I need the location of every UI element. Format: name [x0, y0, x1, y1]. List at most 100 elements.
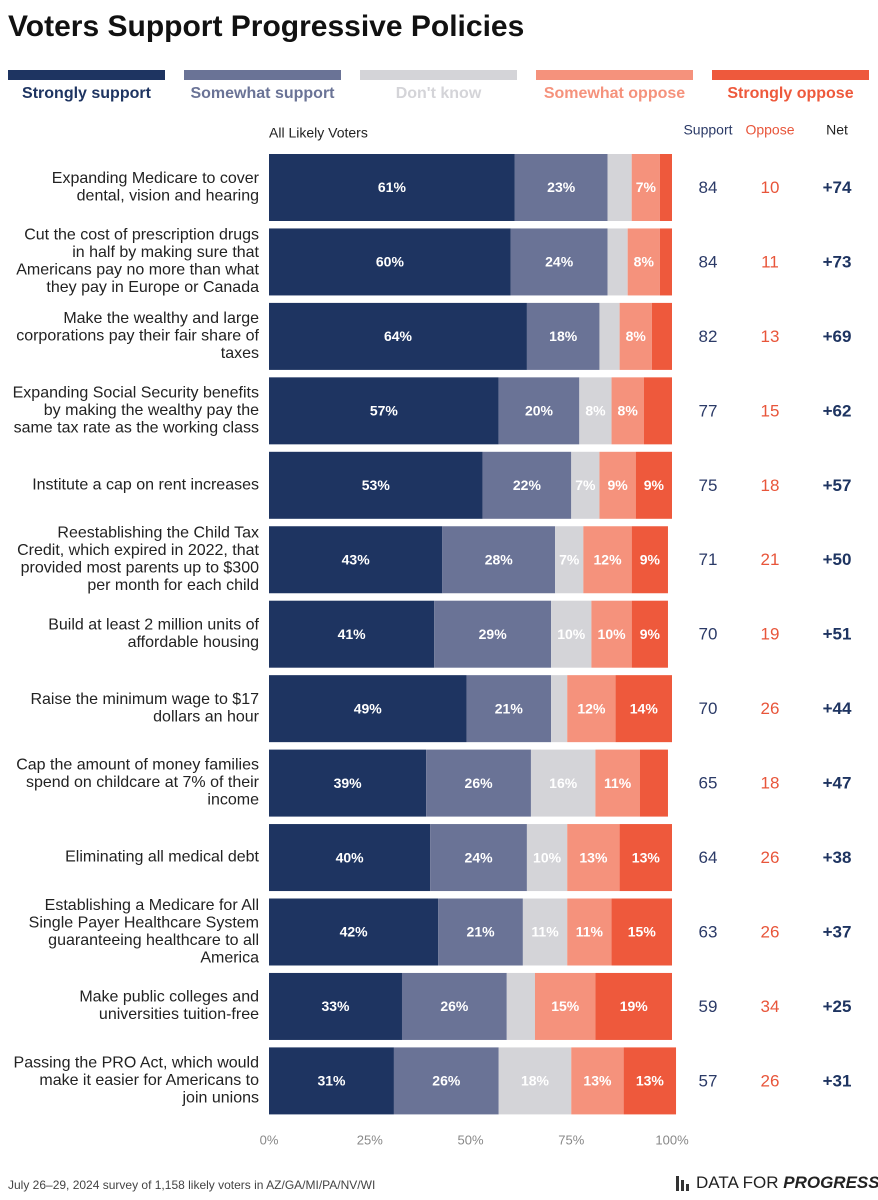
data-label: 21% — [467, 924, 496, 940]
data-label: 13% — [583, 1073, 612, 1089]
data-label: 8% — [585, 403, 606, 419]
legend-swatch — [536, 70, 693, 80]
data-label: 18% — [549, 328, 578, 344]
column-value: +74 — [823, 178, 852, 197]
bar-segment — [269, 154, 515, 221]
bar-segment — [530, 749, 596, 817]
data-label: 33% — [321, 998, 350, 1014]
column-value: +47 — [823, 774, 852, 793]
column-value: 65 — [699, 774, 718, 793]
column-value: 64 — [699, 848, 718, 867]
bar-segment — [551, 675, 568, 743]
data-label: 15% — [551, 998, 580, 1014]
column-value: 63 — [699, 922, 718, 941]
bar-segment — [619, 302, 652, 370]
logo-text: DATA FOR PROGRESS — [696, 1173, 878, 1192]
data-label: 9% — [640, 626, 661, 642]
bar-segment — [534, 972, 596, 1040]
data-label: 13% — [636, 1073, 665, 1089]
column-value: +73 — [823, 252, 852, 271]
bar-segment — [269, 1047, 394, 1115]
data-label: 10% — [598, 626, 627, 642]
bar-segment — [526, 302, 600, 370]
bar-segment — [269, 972, 402, 1040]
column-value: +57 — [823, 476, 852, 495]
column-value: 84 — [699, 178, 718, 197]
column-value: 59 — [699, 997, 718, 1016]
bar-segment — [651, 302, 672, 370]
category-label: Raise the minimum wage to $17 dollars an … — [30, 691, 259, 726]
legend-swatch — [184, 70, 341, 80]
column-value: +31 — [823, 1071, 852, 1090]
bar-segment — [498, 1047, 572, 1115]
legend-swatch — [360, 70, 517, 80]
bar-segment — [579, 377, 612, 445]
data-label: 8% — [626, 328, 647, 344]
bar-segment — [522, 898, 568, 966]
category-label: Make public colleges and universities tui… — [79, 989, 259, 1024]
data-label: 18% — [521, 1073, 550, 1089]
data-label: 12% — [577, 700, 606, 716]
data-label: 49% — [354, 700, 383, 716]
data-label: 60% — [376, 254, 405, 270]
bar-segment — [269, 451, 483, 519]
logo-icon — [681, 1180, 684, 1191]
bar-segment — [623, 1047, 677, 1115]
bar-segment — [635, 451, 672, 519]
column-value: 75 — [699, 476, 718, 495]
data-label: 9% — [607, 477, 628, 493]
column-value: +50 — [823, 550, 852, 569]
data-label: 19% — [620, 998, 649, 1014]
bar-segment — [269, 302, 527, 370]
bar-segment — [482, 451, 572, 519]
bar-segment — [466, 675, 552, 743]
bar-segment — [401, 972, 507, 1040]
column-value: +69 — [823, 327, 852, 346]
column-value: +51 — [823, 625, 852, 644]
bar-segment — [438, 898, 523, 966]
column-value: 84 — [699, 252, 718, 271]
logo-icon — [686, 1184, 689, 1191]
bar-segment — [567, 675, 616, 743]
category-label: Reestablishing the Child Tax Credit, whic… — [17, 525, 259, 595]
bar-segment — [393, 1047, 499, 1115]
column-value: 15 — [761, 401, 780, 420]
column-header: Support — [683, 122, 732, 138]
data-label: 53% — [362, 477, 391, 493]
data-label: 11% — [576, 924, 604, 940]
data-label: 29% — [479, 626, 508, 642]
legend-label: Strongly oppose — [727, 85, 853, 102]
bar-segment — [571, 1047, 624, 1115]
legend-swatch — [712, 70, 869, 80]
bar-segment — [659, 154, 672, 221]
column-value: 26 — [761, 848, 780, 867]
bar-segment — [591, 600, 632, 668]
bar-segment — [426, 749, 531, 817]
bar-segment — [607, 154, 632, 221]
bar-segment — [615, 675, 672, 743]
column-value: 34 — [761, 997, 780, 1016]
bar-segment — [607, 228, 628, 296]
category-label: Passing the PRO Act, which would make it … — [14, 1055, 260, 1107]
data-label: 64% — [384, 328, 413, 344]
x-tick-label: 75% — [558, 1132, 584, 1147]
column-header: Net — [826, 122, 848, 138]
bar-segment — [583, 526, 632, 594]
bar-segment — [555, 526, 584, 594]
bar-segment — [631, 526, 668, 594]
column-value: 26 — [761, 699, 780, 718]
column-header: Oppose — [745, 122, 794, 138]
bar-segment — [510, 228, 608, 296]
data-label: 7% — [636, 179, 657, 195]
column-value: 26 — [761, 1071, 780, 1090]
bar-segment — [611, 377, 644, 445]
bar-segment — [619, 824, 672, 892]
logo-text: DATA FOR — [696, 1173, 779, 1192]
logo-bold: PROGRESS — [783, 1173, 878, 1192]
x-tick-label: 100% — [655, 1132, 689, 1147]
bar-segment — [599, 451, 636, 519]
logo-icon — [676, 1176, 679, 1191]
bar-segment — [269, 675, 467, 743]
data-label: 7% — [575, 477, 596, 493]
column-value: +62 — [823, 401, 852, 420]
